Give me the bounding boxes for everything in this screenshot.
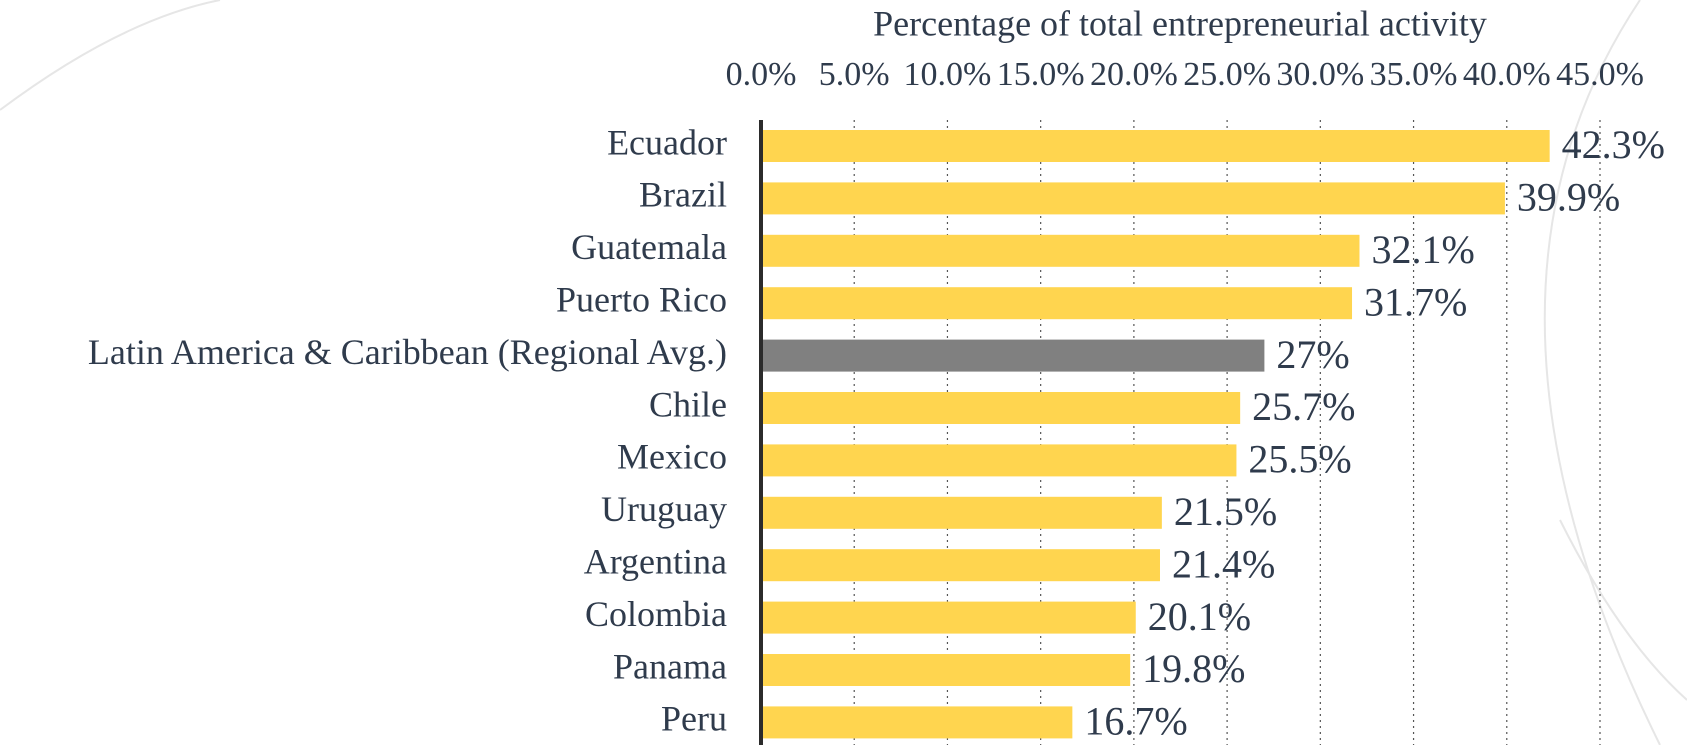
arc <box>1559 519 1687 701</box>
x-tick-label: 15.0% <box>997 56 1085 93</box>
arc <box>1543 0 1661 745</box>
axis-title: Percentage of total entrepreneurial acti… <box>873 3 1487 43</box>
bar <box>761 549 1160 582</box>
y-tick-label: Panama <box>613 646 727 686</box>
value-label: 21.5% <box>1174 489 1277 534</box>
y-tick-label: Puerto Rico <box>556 279 727 319</box>
value-label: 25.5% <box>1248 437 1351 482</box>
x-tick-label: 30.0% <box>1276 56 1364 93</box>
x-tick-label: 25.0% <box>1183 56 1271 93</box>
bar <box>761 601 1136 634</box>
x-tick-label: 20.0% <box>1090 56 1178 93</box>
arc <box>0 0 221 111</box>
bar <box>761 287 1353 320</box>
y-tick-label: Ecuador <box>607 122 727 162</box>
value-label: 19.8% <box>1142 646 1245 691</box>
y-tick-label: Uruguay <box>601 489 727 529</box>
value-label: 16.7% <box>1084 699 1187 744</box>
y-tick-label: Latin America & Caribbean (Regional Avg.… <box>88 332 727 372</box>
x-tick-label: 5.0% <box>819 56 890 93</box>
value-label: 27% <box>1276 332 1349 377</box>
bar <box>761 706 1073 739</box>
value-label: 39.9% <box>1517 175 1620 220</box>
value-label: 21.4% <box>1172 541 1275 586</box>
y-tick-label: Peru <box>661 699 727 739</box>
x-tick-label: 35.0% <box>1370 56 1458 93</box>
x-tick-label: 0.0% <box>726 56 797 93</box>
bar <box>761 339 1265 372</box>
value-label: 42.3% <box>1562 122 1665 167</box>
value-label: 20.1% <box>1148 594 1251 639</box>
value-label: 25.7% <box>1252 384 1355 429</box>
bar <box>761 496 1162 529</box>
y-tick-label: Guatemala <box>571 227 727 267</box>
value-label: 31.7% <box>1364 279 1467 324</box>
bar <box>761 654 1131 686</box>
bar <box>761 444 1237 477</box>
bar <box>761 234 1360 267</box>
y-tick-label: Chile <box>649 384 727 424</box>
y-tick-label: Argentina <box>584 541 727 581</box>
bar <box>761 182 1505 215</box>
x-tick-label: 40.0% <box>1463 56 1551 93</box>
x-tick-label: 45.0% <box>1556 56 1644 93</box>
y-tick-label: Mexico <box>617 437 727 477</box>
y-tick-label: Colombia <box>585 594 727 634</box>
x-tick-label: 10.0% <box>904 56 992 93</box>
value-label: 32.1% <box>1371 227 1474 272</box>
bar <box>761 130 1550 162</box>
bar <box>761 392 1241 424</box>
y-tick-label: Brazil <box>639 175 727 215</box>
